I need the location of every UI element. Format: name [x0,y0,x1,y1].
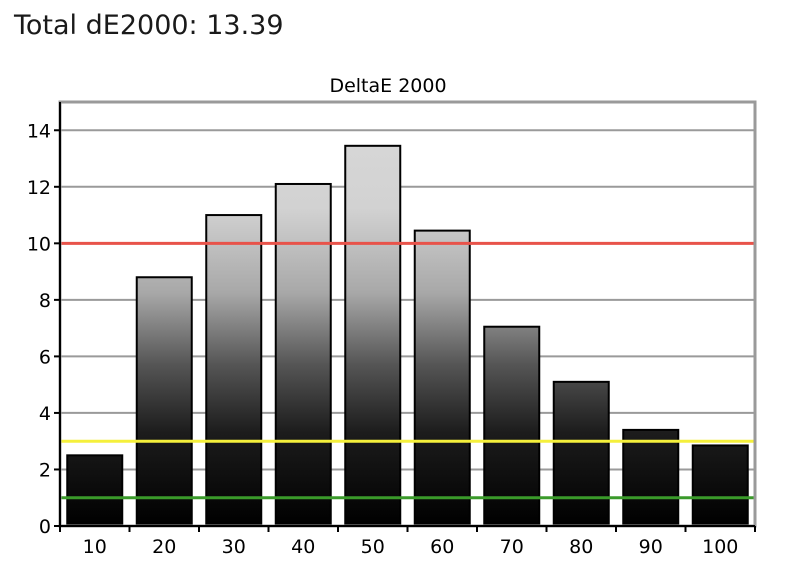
bar-80 [552,380,610,527]
y-tick-label: 6 [39,346,51,368]
chart-headline: Total dE2000: 13.39 [14,10,284,41]
x-tick-label: 20 [152,536,176,558]
x-tick-label: 90 [639,536,663,558]
x-tick-label: 50 [361,536,385,558]
bar-90 [622,428,680,528]
axis-layer: 0 2 4 6 8 10 12 14 10 20 30 40 50 60 70 80 90 100 [27,102,756,558]
x-tick-label: 30 [222,536,246,558]
bar-30 [205,214,263,527]
x-tick-label: 40 [291,536,315,558]
bar-10 [66,454,124,528]
y-tick-label: 12 [27,177,51,199]
y-tick-label: 4 [39,403,51,425]
x-tick-label: 60 [430,536,454,558]
x-tick-label: 80 [569,536,593,558]
x-tick-label: 70 [500,536,524,558]
y-tick-label: 0 [39,516,51,538]
y-tick-label: 10 [27,233,51,255]
bar-40 [274,182,332,527]
reference-lines [60,241,755,500]
x-tick-label: 10 [83,536,107,558]
bar-70 [483,325,541,527]
y-tick-label: 2 [39,459,51,481]
x-tick-label: 100 [702,536,738,558]
y-tick-label: 14 [27,120,51,142]
chart-title: DeltaE 2000 [329,75,446,97]
y-tick-label: 8 [39,290,51,312]
bar-20 [135,276,193,527]
bar-60 [413,229,471,527]
bar-100 [691,444,749,527]
bar-50 [344,144,402,528]
